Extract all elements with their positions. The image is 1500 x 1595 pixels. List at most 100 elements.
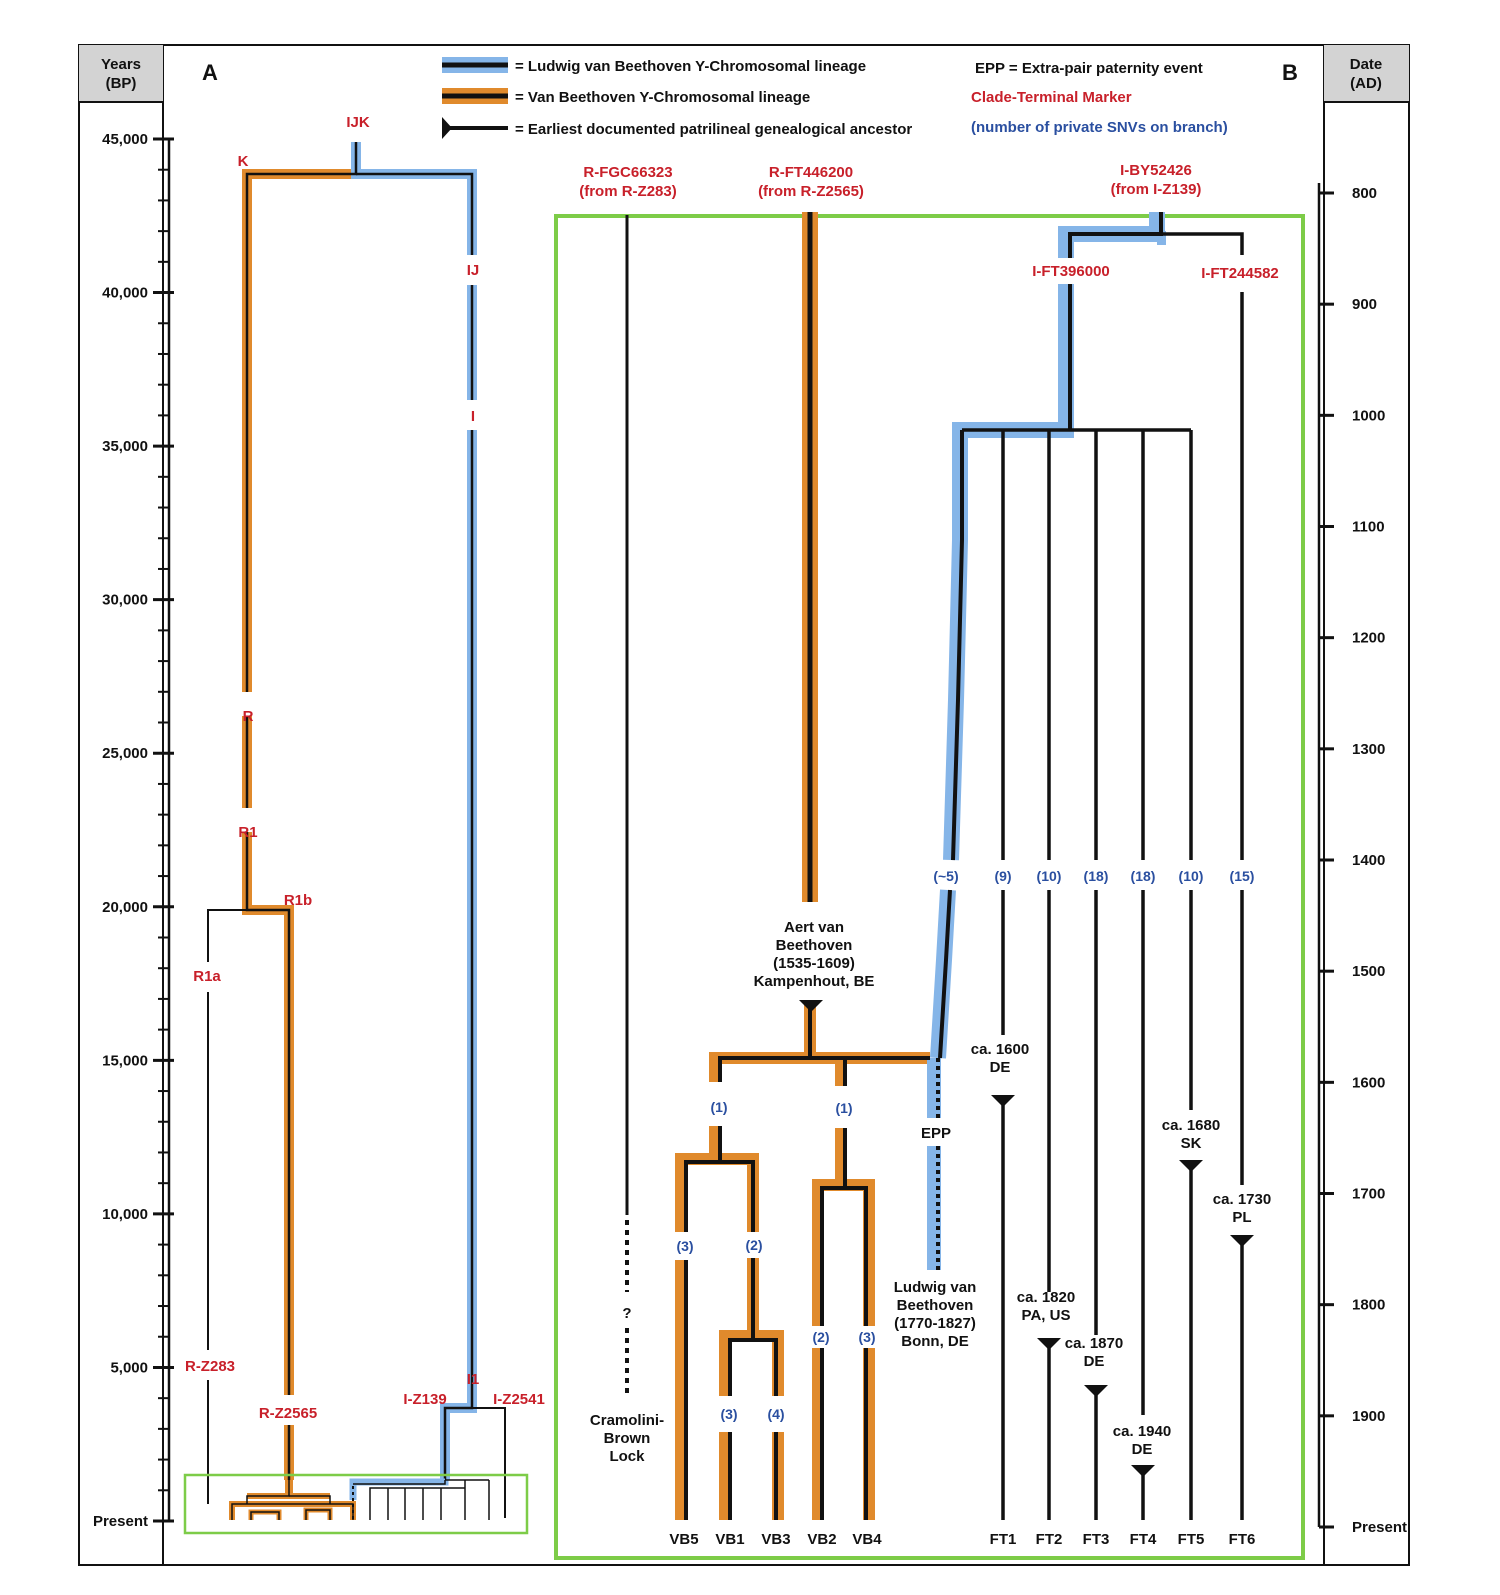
- snv-vb5: (3): [676, 1238, 693, 1254]
- sample-vb3: VB3: [761, 1531, 790, 1548]
- right-axis-tick-label: 800: [1352, 185, 1377, 202]
- marker-fgc66323-origin: (from R-Z283): [579, 183, 677, 200]
- ft2-ancestor-place: PA, US: [1022, 1307, 1071, 1324]
- ft6-ancestor-place: PL: [1232, 1209, 1251, 1226]
- ancestor-marker-ft3-icon: [1084, 1385, 1108, 1397]
- legend-clade-marker: Clade-Terminal Marker: [971, 89, 1132, 106]
- right-axis-tick-label: 1800: [1352, 1297, 1385, 1314]
- right-axis-tick-label: 1600: [1352, 1074, 1385, 1091]
- snv-ft6: (15): [1230, 868, 1255, 884]
- ludwig-name-line1: Ludwig van: [894, 1279, 977, 1296]
- marker-k: K: [238, 153, 249, 170]
- left-axis-tick-label: 35,000: [102, 438, 148, 455]
- snv-vb1: (3): [720, 1406, 737, 1422]
- aert-name-line1: Aert van: [784, 919, 844, 936]
- ancestor-marker-ft5-icon: [1179, 1160, 1203, 1172]
- marker-r: R: [243, 708, 254, 725]
- marker-iz139: I-Z139: [403, 1391, 446, 1408]
- aert-years: (1535-1609): [773, 955, 855, 972]
- marker-rz2565: R-Z2565: [259, 1405, 317, 1422]
- marker-rz283: R-Z283: [185, 1358, 235, 1375]
- right-axis-tick-label: 1300: [1352, 741, 1385, 758]
- snv-vb-right: (1): [835, 1100, 852, 1116]
- ancestor-marker-ft1-icon: [991, 1095, 1015, 1107]
- ft1-ancestor-date: ca. 1600: [971, 1041, 1029, 1058]
- figure-frame: [78, 44, 1410, 1566]
- ft3-ancestor-date: ca. 1870: [1065, 1335, 1123, 1352]
- legend: = Ludwig van Beethoven Y-Chromosomal lin…: [442, 57, 1228, 139]
- snv-vb2: (2): [812, 1329, 829, 1345]
- left-axis-tick-label: 30,000: [102, 592, 148, 609]
- legend-snv-count: (number of private SNVs on branch): [971, 119, 1228, 136]
- ancestor-marker-ft2-icon: [1037, 1338, 1061, 1350]
- marker-r1a: R1a: [193, 968, 221, 985]
- legend-vanbeethoven-lineage: = Van Beethoven Y-Chromosomal lineage: [515, 89, 810, 106]
- snv-ft2: (10): [1037, 868, 1062, 884]
- left-years-axis: 45,000 40,000 35,000 30,000 25,000 20,000 15,0…: [93, 131, 174, 1530]
- ludwig-name-line2: Beethoven: [897, 1297, 974, 1314]
- right-axis-tick-label: 900: [1352, 296, 1377, 313]
- right-axis-tick-label: 1700: [1352, 1186, 1385, 1203]
- legend-ludwig-lineage: = Ludwig van Beethoven Y-Chromosomal lin…: [515, 58, 866, 75]
- panel-b-tree: R-FGC66323 (from R-Z283) R-FT446200 (fro…: [579, 162, 1286, 1548]
- ft4-ancestor-date: ca. 1940: [1113, 1423, 1171, 1440]
- marker-ijk: IJK: [346, 114, 370, 131]
- left-axis-header: [79, 45, 163, 102]
- right-axis-tick-label: Present: [1352, 1519, 1407, 1536]
- marker-by52426: I-BY52426: [1120, 162, 1192, 179]
- panel-label-a: A: [202, 60, 218, 85]
- right-axis-tick-label: 1000: [1352, 407, 1385, 424]
- cramolini-line2: Brown: [604, 1430, 651, 1447]
- snv-vb3: (4): [767, 1406, 784, 1422]
- right-axis-tick-label: 1100: [1352, 519, 1385, 536]
- marker-ft396000: I-FT396000: [1032, 263, 1110, 280]
- sample-ft2: FT2: [1036, 1531, 1063, 1548]
- marker-ft446200: R-FT446200: [769, 164, 853, 181]
- aert-place: Kampenhout, BE: [754, 973, 875, 990]
- marker-ft446200-origin: (from R-Z2565): [758, 183, 864, 200]
- right-date-axis: 800 900 1000 1100 1200 1300 1400 1500 1600 1700 18…: [1317, 183, 1407, 1536]
- right-axis-tick-label: 1900: [1352, 1408, 1385, 1425]
- ancestor-marker-ft6-icon: [1230, 1235, 1254, 1247]
- left-axis-tick-label: 25,000: [102, 745, 148, 762]
- snv-vb1-vb3: (2): [745, 1237, 762, 1253]
- cramolini-line1: Cramolini-: [590, 1412, 664, 1429]
- left-axis-tick-label: 10,000: [102, 1206, 148, 1223]
- panel-a-inset-box: [183, 1473, 529, 1535]
- sample-ft5: FT5: [1178, 1531, 1205, 1548]
- ft2-ancestor-date: ca. 1820: [1017, 1289, 1075, 1306]
- left-axis-tick-label: 20,000: [102, 899, 148, 916]
- marker-i1: I1: [467, 1371, 480, 1388]
- ft3-ancestor-place: DE: [1084, 1353, 1105, 1370]
- left-axis-tick-label: Present: [93, 1513, 148, 1530]
- marker-r1b: R1b: [284, 892, 312, 909]
- snv-ludwig: (~5): [933, 868, 958, 884]
- sample-ft4: FT4: [1130, 1531, 1157, 1548]
- panel-a-tree: IJK K IJ I R R1 R1b R1a R-Z283 R-Z2565 I…: [183, 114, 545, 1535]
- snv-ft1: (9): [994, 868, 1011, 884]
- legend-ancestor: = Earliest documented patrilineal geneal…: [515, 121, 912, 138]
- snv-vb-left: (1): [710, 1099, 727, 1115]
- left-axis-tick-label: 45,000: [102, 131, 148, 148]
- ft5-ancestor-place: SK: [1181, 1135, 1202, 1152]
- sample-vb4: VB4: [852, 1531, 882, 1548]
- sample-ft3: FT3: [1083, 1531, 1110, 1548]
- sample-vb2: VB2: [807, 1531, 836, 1548]
- sample-ft6: FT6: [1229, 1531, 1256, 1548]
- snv-ft4: (18): [1131, 868, 1156, 884]
- cramolini-question: ?: [622, 1305, 631, 1322]
- epp-label: EPP: [921, 1125, 951, 1142]
- left-axis-title-line2: (BP): [106, 75, 137, 92]
- marker-fgc66323: R-FGC66323: [583, 164, 672, 181]
- panel-b-inset-box: [554, 214, 1305, 1560]
- right-axis-title-line1: Date: [1350, 56, 1383, 73]
- sample-vb1: VB1: [715, 1531, 744, 1548]
- marker-iz2541: I-Z2541: [493, 1391, 545, 1408]
- cramolini-line3: Lock: [609, 1448, 645, 1465]
- ft1-ancestor-place: DE: [990, 1059, 1011, 1076]
- right-axis-tick-label: 1200: [1352, 630, 1385, 647]
- ludwig-years: (1770-1827): [894, 1315, 976, 1332]
- marker-ft244582: I-FT244582: [1201, 265, 1279, 282]
- marker-i: I: [471, 408, 475, 425]
